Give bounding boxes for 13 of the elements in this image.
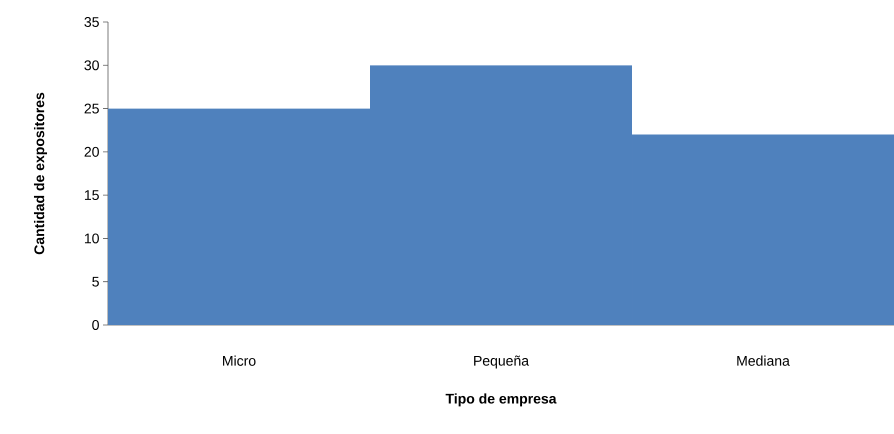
y-axis-title: Cantidad de expositores bbox=[34, 92, 48, 254]
x-axis-title: Tipo de empresa bbox=[446, 393, 557, 406]
y-tick-label: 10 bbox=[84, 233, 99, 244]
x-tick-label: Pequeña bbox=[474, 356, 530, 368]
y-tick-label: 25 bbox=[84, 104, 99, 114]
y-tick-label: 0 bbox=[92, 320, 99, 330]
y-tick-label: 15 bbox=[84, 190, 99, 200]
y-tick-label: 5 bbox=[92, 276, 99, 287]
y-tick-label: 20 bbox=[84, 146, 99, 157]
y-tick-label: 35 bbox=[84, 17, 99, 27]
x-tick-label: Micro bbox=[223, 356, 256, 366]
y-tick-label: 30 bbox=[84, 60, 99, 70]
x-tick-label: Mediana bbox=[737, 356, 790, 366]
